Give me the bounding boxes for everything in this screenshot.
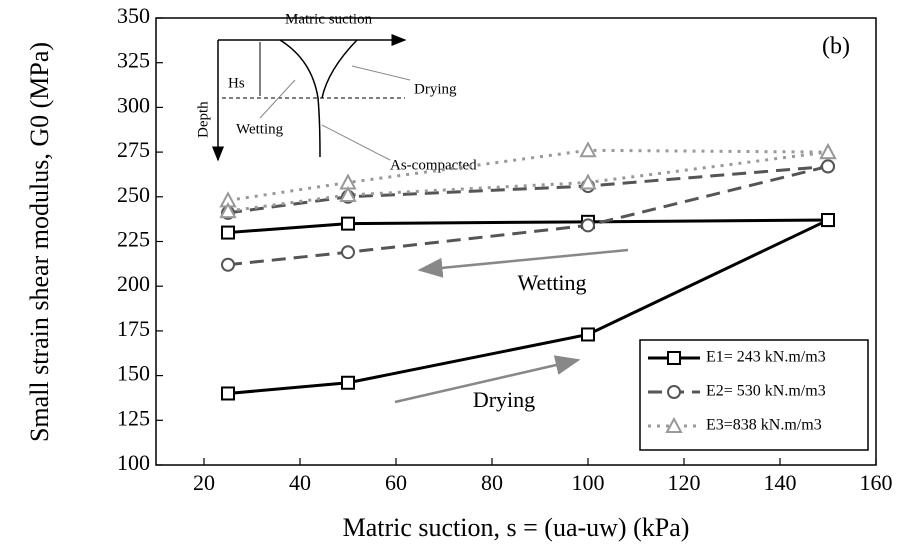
wetting-label: Wetting [517,270,586,295]
y-axis-label: Small strain shear modulus, G0 (MPa) [25,42,54,442]
series-line [227,218,829,395]
inset-drying: Drying [414,81,457,97]
marker [821,159,835,174]
wetting-arrow [417,248,629,278]
inset-diagram [212,34,411,162]
legend-label: E3=838 kN.m/m3 [706,417,822,434]
legend-marker [667,351,681,365]
y-tick-label: 100 [117,450,150,475]
drying-arrow [394,355,581,404]
x-tick-label: 20 [193,470,215,495]
series-line [227,164,829,267]
series-line [227,148,829,202]
legend-marker [667,385,681,399]
inset-as-compacted: As-compacted [390,157,477,173]
y-tick-label: 150 [117,361,150,386]
y-tick-label: 325 [117,48,150,73]
marker [219,201,237,219]
y-tick-label: 250 [117,182,150,207]
marker [341,216,355,231]
x-tick-label: 120 [668,470,701,495]
legend-label: E2= 530 kN.m/m3 [706,383,826,400]
marker [581,218,595,233]
legend-label: E1= 243 kN.m/m3 [706,349,826,366]
marker [341,245,355,260]
x-axis-label: Matric suction, s = (ua-uw) (kPa) [343,513,690,542]
inset-hs: Hs [228,75,245,91]
inset-x-label: Matric suction [285,11,373,27]
marker [579,141,597,158]
marker [221,225,235,240]
marker [221,386,235,401]
y-tick-label: 225 [117,227,150,252]
y-tick-label: 125 [117,405,150,430]
x-tick-label: 80 [481,470,503,495]
x-tick-label: 100 [572,470,605,495]
x-tick-label: 140 [764,470,797,495]
y-tick-label: 200 [117,271,150,296]
series-line [227,218,829,235]
marker [581,327,595,342]
x-tick-label: 60 [385,470,407,495]
marker [579,173,597,190]
y-tick-label: 175 [117,316,150,341]
y-tick-label: 350 [117,3,150,28]
inset-wetting: Wetting [236,121,284,137]
panel-label: (b) [822,34,850,60]
legend-marker [665,416,683,433]
x-tick-label: 40 [289,470,311,495]
drying-label: Drying [473,387,535,412]
marker [821,213,835,228]
y-tick-label: 300 [117,92,150,117]
marker [221,257,235,272]
inset-y-label: Depth [195,101,211,138]
marker [341,375,355,390]
y-tick-label: 275 [117,137,150,162]
marker [819,142,837,160]
marker [339,185,357,203]
x-tick-label: 160 [860,470,893,495]
